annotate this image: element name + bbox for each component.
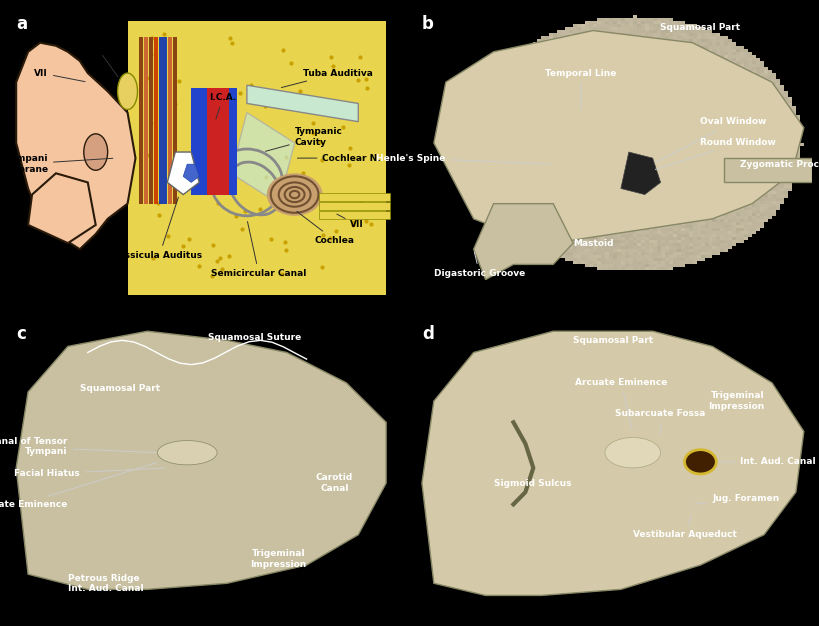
Bar — [318, 211, 390, 219]
Bar — [723, 158, 811, 182]
Text: Semicircular Canal: Semicircular Canal — [210, 222, 306, 278]
Ellipse shape — [117, 73, 138, 110]
Bar — [149, 37, 153, 203]
Bar — [173, 37, 177, 203]
Polygon shape — [167, 152, 199, 195]
Circle shape — [266, 173, 322, 216]
Text: Arcuate Eminence: Arcuate Eminence — [0, 463, 156, 509]
Polygon shape — [247, 85, 358, 121]
Text: Cochlear N.: Cochlear N. — [297, 153, 381, 163]
Text: c: c — [16, 325, 26, 343]
Polygon shape — [620, 152, 660, 195]
Bar — [163, 37, 167, 203]
Text: Oval Window: Oval Window — [654, 117, 766, 163]
Text: Tympani
Membrane: Tympani Membrane — [0, 155, 113, 174]
Text: Carotid
Canal: Carotid Canal — [315, 473, 353, 493]
Text: Squamosal Suture: Squamosal Suture — [208, 333, 301, 342]
Text: Henle's Spine: Henle's Spine — [376, 153, 550, 164]
Bar — [229, 88, 237, 195]
Text: a: a — [16, 16, 27, 33]
Text: Squamosal Part: Squamosal Part — [659, 23, 740, 32]
Polygon shape — [433, 31, 803, 243]
Bar — [139, 37, 143, 203]
Text: Petrous Ridge
Int. Aud. Canal: Petrous Ridge Int. Aud. Canal — [68, 573, 143, 593]
Text: Zygomatic Process: Zygomatic Process — [740, 160, 819, 168]
Text: Mastoid: Mastoid — [572, 239, 613, 248]
Text: Sigmoid Sulcus: Sigmoid Sulcus — [493, 478, 570, 488]
Bar — [318, 193, 390, 200]
Bar — [158, 37, 162, 203]
Bar — [168, 37, 172, 203]
Text: Jug. Foramen: Jug. Foramen — [695, 494, 779, 504]
Bar — [318, 202, 390, 210]
Polygon shape — [231, 113, 294, 203]
Bar — [191, 88, 207, 195]
Polygon shape — [16, 43, 135, 249]
Polygon shape — [183, 164, 199, 182]
Text: Squamosal Part: Squamosal Part — [79, 384, 160, 393]
Text: b: b — [422, 16, 433, 33]
Text: Int. Jug. V.: Int. Jug. V. — [70, 41, 122, 77]
Polygon shape — [473, 203, 572, 280]
Bar — [154, 37, 157, 203]
Text: Ossicula Auditus: Ossicula Auditus — [116, 197, 201, 260]
Ellipse shape — [157, 441, 217, 465]
Polygon shape — [16, 331, 386, 589]
Text: Facial Hiatus: Facial Hiatus — [14, 468, 165, 478]
Text: Semicanal of Tensor
Tympani: Semicanal of Tensor Tympani — [0, 437, 156, 456]
Ellipse shape — [84, 134, 107, 170]
Polygon shape — [422, 331, 803, 595]
Text: VII: VII — [337, 214, 364, 229]
Text: VII: VII — [34, 69, 85, 81]
Bar — [207, 88, 229, 195]
Polygon shape — [28, 173, 96, 243]
Polygon shape — [128, 21, 386, 295]
Circle shape — [684, 449, 716, 474]
Text: I.C.A.: I.C.A. — [209, 93, 237, 119]
Text: Squamosal Part: Squamosal Part — [572, 336, 652, 345]
Bar — [144, 37, 148, 203]
Ellipse shape — [604, 438, 660, 468]
Text: d: d — [422, 325, 433, 343]
Text: Temporal Line: Temporal Line — [545, 69, 616, 110]
Text: Arcuate Eminence: Arcuate Eminence — [574, 378, 666, 429]
Text: Trigeminal
Impression: Trigeminal Impression — [707, 391, 763, 411]
Text: Subarcuate Fossa: Subarcuate Fossa — [615, 409, 705, 434]
Text: Int. Aud. Canal: Int. Aud. Canal — [718, 458, 815, 466]
Text: Trigeminal
Impression: Trigeminal Impression — [251, 549, 306, 568]
Text: Tympanic
Cavity: Tympanic Cavity — [265, 127, 342, 151]
Text: Round Window: Round Window — [654, 138, 776, 170]
Text: Cochlea: Cochlea — [296, 212, 354, 245]
Text: Tuba Auditiva: Tuba Auditiva — [281, 69, 372, 88]
Text: Digastoric Groove: Digastoric Groove — [433, 252, 524, 278]
Text: Vestibular Aqueduct: Vestibular Aqueduct — [631, 516, 735, 539]
